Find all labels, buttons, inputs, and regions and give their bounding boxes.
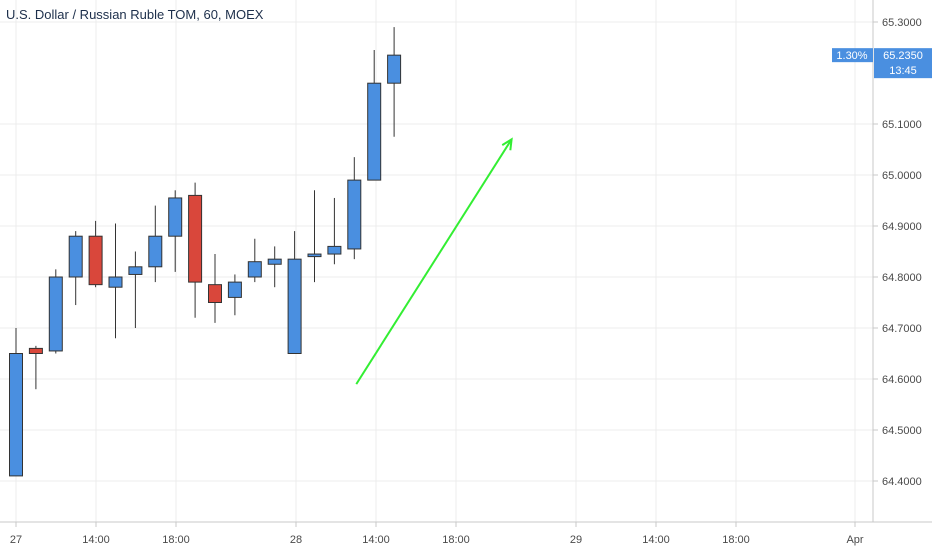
candle-body — [367, 82, 382, 181]
price-tick-label: 64.5000 — [882, 425, 922, 437]
candle-up[interactable] — [168, 190, 183, 272]
candle-up[interactable] — [347, 157, 362, 260]
candle-body — [208, 284, 222, 303]
candle-up[interactable] — [367, 50, 382, 181]
time-tick-label: 14:00 — [362, 534, 390, 546]
candle-body — [9, 353, 23, 477]
candle-body — [168, 197, 183, 237]
price-badges: 1.30% 65.2350 13:45 — [832, 48, 932, 79]
candle-up[interactable] — [108, 223, 123, 339]
price-tick-label: 64.4000 — [882, 476, 922, 488]
candle-up[interactable] — [387, 27, 402, 137]
candle-body — [327, 245, 342, 255]
price-tick-label: 64.9000 — [882, 221, 922, 233]
time-tick-label: 27 — [10, 534, 22, 546]
candle-body — [227, 281, 242, 298]
candle-up[interactable] — [307, 190, 322, 283]
arrow-shaft — [355, 138, 513, 385]
change-badge — [832, 48, 873, 63]
price-tick-label: 64.8000 — [882, 272, 922, 284]
candle-body — [287, 258, 302, 354]
last-price-badge — [874, 48, 932, 79]
chart-title: U.S. Dollar / Russian Ruble TOM, 60, MOE… — [6, 7, 264, 22]
countdown-label: 13:45 — [889, 65, 917, 77]
price-tick-label: 65.1000 — [882, 119, 922, 131]
candle-body — [68, 235, 83, 278]
candle-body — [188, 194, 203, 283]
candle-up[interactable] — [68, 231, 83, 306]
price-tick-label: 65.3000 — [882, 17, 922, 29]
candle-up[interactable] — [9, 328, 23, 477]
arrow-head — [501, 137, 513, 151]
candle-down[interactable] — [208, 254, 222, 323]
candle-up[interactable] — [267, 246, 282, 288]
time-tick-label: 29 — [570, 534, 582, 546]
time-tick-label: 18:00 — [162, 534, 190, 546]
candle-body — [347, 179, 362, 250]
candle-up[interactable] — [128, 251, 143, 329]
candle-up[interactable] — [148, 205, 163, 283]
candle-up[interactable] — [287, 231, 302, 354]
candle-up[interactable] — [227, 274, 242, 316]
time-axis[interactable]: 27 14:00 18:00 28 14:00 18:00 29 14:00 18:00 Apr — [10, 522, 864, 546]
candles — [9, 27, 402, 477]
candle-up[interactable] — [48, 269, 63, 354]
trend-arrow — [355, 137, 513, 385]
price-axis[interactable]: 64.4000 64.5000 64.6000 64.7000 64.8000 64.90… — [873, 17, 922, 488]
last-price-label: 65.2350 — [883, 50, 923, 62]
candle-up[interactable] — [327, 197, 342, 265]
price-tick-label: 64.6000 — [882, 374, 922, 386]
time-tick-label: 18:00 — [722, 534, 750, 546]
time-tick-label: 14:00 — [82, 534, 110, 546]
price-tick-label: 64.7000 — [882, 323, 922, 335]
price-tick-label: 65.0000 — [882, 170, 922, 182]
candle-up[interactable] — [247, 238, 262, 283]
candle-body — [387, 54, 402, 84]
candle-body — [307, 253, 322, 258]
candle-body — [48, 276, 63, 352]
time-tick-label: 14:00 — [642, 534, 670, 546]
candle-body — [28, 347, 43, 354]
candle-body — [247, 261, 262, 278]
candle-down[interactable] — [188, 182, 203, 318]
change-label: 1.30% — [836, 50, 867, 62]
candle-down[interactable] — [28, 345, 43, 390]
time-tick-label: 18:00 — [442, 534, 470, 546]
candle-body — [88, 235, 103, 286]
candle-body — [108, 276, 123, 288]
candle-body — [267, 258, 282, 265]
candle-body — [128, 266, 143, 275]
time-tick-label: Apr — [846, 534, 863, 546]
candle-body — [148, 235, 163, 268]
time-tick-label: 28 — [290, 534, 302, 546]
candle-down[interactable] — [88, 220, 103, 288]
